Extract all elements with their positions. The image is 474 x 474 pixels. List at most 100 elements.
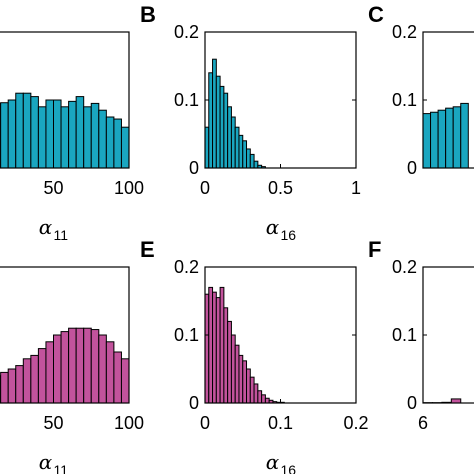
- histogram-bar: [422, 113, 432, 169]
- histogram-bar: [445, 107, 454, 169]
- histogram-bar: [68, 327, 77, 404]
- panel-4: 50 100 α 11: [0, 266, 144, 474]
- histogram-bar: [15, 365, 24, 404]
- histogram-bar: [208, 72, 214, 169]
- histogram-bar: [75, 327, 85, 404]
- x-axis-label-subscript: 11: [54, 462, 69, 474]
- histogram-bar: [257, 390, 263, 404]
- y-tick-label: 0: [189, 393, 199, 413]
- x-axis-label: α: [266, 215, 280, 239]
- x-tick-label: 0: [200, 178, 210, 198]
- histogram-bar: [219, 286, 225, 404]
- y-tick-label: 0.2: [174, 22, 199, 42]
- histogram-bar: [83, 327, 92, 404]
- histogram-bar: [113, 118, 122, 169]
- y-tick-label: 0.2: [174, 257, 199, 277]
- histogram-bar: [249, 376, 255, 404]
- x-axis-label: α: [39, 450, 53, 474]
- x-axis-label: α: [39, 215, 53, 239]
- histogram-bar: [105, 116, 115, 169]
- histogram-bar: [437, 109, 447, 169]
- histogram-bar: [246, 148, 251, 169]
- histogram-bar: [7, 368, 17, 404]
- histogram-bar: [219, 85, 225, 169]
- x-axis-label: α: [266, 450, 280, 474]
- histogram-bar: [68, 100, 77, 169]
- histogram-bar: [75, 96, 85, 169]
- x-tick-label: 0.5: [268, 178, 293, 198]
- x-tick-label: 1: [351, 178, 361, 198]
- histogram-bar: [227, 320, 232, 404]
- y-tick-label: 0: [407, 158, 417, 178]
- y-tick-label: 0.2: [392, 257, 417, 277]
- histogram-bar: [227, 106, 232, 169]
- panel-letter: B: [140, 2, 156, 27]
- histogram-bar: [60, 106, 70, 169]
- y-tick-label: 0.1: [392, 325, 417, 345]
- x-tick-label: 0.2: [343, 413, 368, 433]
- panel-letter: E: [140, 237, 155, 262]
- panel-2: 0 0.1 0.2 0 0.5 1 α 16 B: [140, 2, 361, 243]
- histogram-bar: [22, 358, 32, 404]
- histogram-bar: [113, 351, 122, 404]
- histogram-bar: [450, 398, 462, 404]
- x-axis-label-subscript: 16: [281, 462, 297, 474]
- y-tick-label: 0.2: [392, 22, 417, 42]
- histogram-bar: [238, 134, 244, 169]
- histogram-bar: [452, 106, 462, 169]
- histogram-bar: [98, 109, 107, 169]
- histogram-bar: [0, 102, 9, 169]
- panel-1: 50 100 α 11: [0, 31, 144, 243]
- histogram-bar: [60, 331, 70, 404]
- x-tick-label: 100: [114, 178, 144, 198]
- x-tick-label: 100: [114, 413, 144, 433]
- histogram-bar: [120, 126, 130, 169]
- histogram-bar: [238, 354, 244, 404]
- histogram-bar: [249, 153, 255, 169]
- panel-3: 0 0.1 0.2 C: [368, 2, 474, 178]
- histogram-bar: [208, 286, 214, 404]
- y-tick-label: 0: [189, 158, 199, 178]
- histogram-bar: [37, 348, 47, 404]
- y-tick-label: 0.1: [392, 90, 417, 110]
- x-tick-label: 50: [43, 178, 63, 198]
- histogram-bar: [212, 58, 217, 169]
- histogram-bar: [98, 334, 107, 404]
- histogram-bar: [30, 354, 39, 404]
- panel-letter: C: [368, 2, 384, 27]
- histogram-bar: [261, 394, 266, 404]
- histogram-bar: [242, 360, 248, 404]
- histogram-bar: [120, 358, 130, 404]
- histogram-bar: [234, 126, 240, 169]
- histogram-bar: [230, 116, 236, 169]
- histogram-bar: [223, 307, 229, 404]
- histogram-bar: [90, 102, 100, 169]
- x-axis-label-subscript: 11: [54, 227, 69, 243]
- axes-box: [422, 266, 474, 404]
- x-tick-label: 6: [418, 413, 428, 433]
- x-tick-label: 0: [200, 413, 210, 433]
- histogram-bar: [0, 371, 9, 404]
- histogram-bar: [215, 75, 221, 169]
- histogram-bar: [460, 102, 469, 169]
- histogram-bar: [45, 341, 55, 404]
- histogram-bar: [37, 106, 47, 169]
- histogram-bar: [215, 297, 221, 404]
- histogram-bar: [7, 99, 17, 169]
- histogram-bar: [230, 334, 236, 404]
- histogram-bar: [30, 96, 39, 169]
- histogram-bar: [53, 99, 62, 169]
- x-tick-label: 50: [43, 413, 63, 433]
- histogram-bar: [90, 329, 100, 404]
- y-tick-label: 0.1: [174, 90, 199, 110]
- histogram-bar: [22, 92, 32, 169]
- histogram-bar: [15, 92, 24, 169]
- y-tick-label: 0.1: [174, 325, 199, 345]
- histogram-bar: [253, 383, 259, 404]
- panel-6: 0 0.1 0.2 6 F: [368, 237, 474, 433]
- histogram-bar: [234, 344, 240, 404]
- histogram-bar: [223, 92, 229, 169]
- x-axis-label-subscript: 16: [281, 227, 297, 243]
- histogram-bar: [264, 397, 270, 404]
